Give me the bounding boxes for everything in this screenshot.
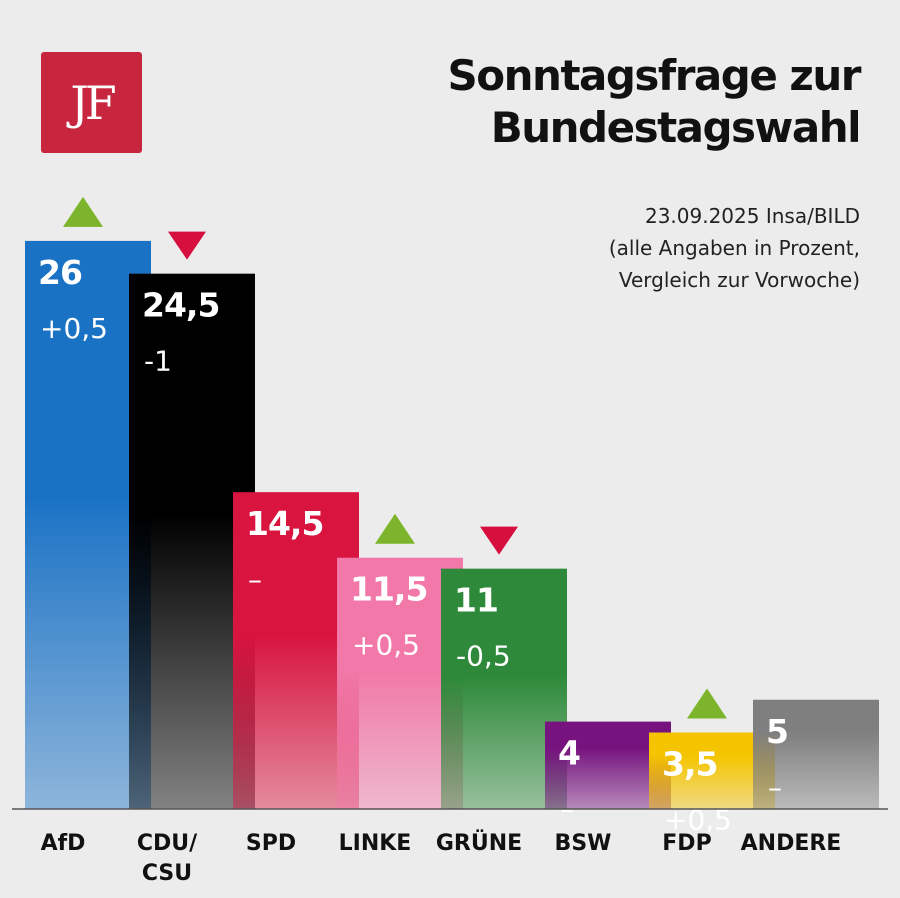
logo-text: JF [70, 75, 116, 130]
value-label-cdu-csu: 24,5 [142, 286, 219, 325]
trend-down-icon-cdu-csu [168, 231, 206, 260]
category-label-afd: AfD [41, 831, 86, 856]
value-label-fdp: 3,5 [662, 745, 717, 784]
change-label-spd: – [248, 563, 262, 596]
trend-up-icon-fdp [687, 688, 727, 719]
category-label-bsw: BSW [555, 831, 612, 856]
trend-down-icon-grüne [480, 526, 518, 555]
subtitle-line-1: 23.09.2025 Insa/BILD [644, 204, 860, 228]
category-label-cdu-csu-line-2: CSU [142, 861, 192, 886]
value-label-afd: 26 [38, 253, 82, 292]
trend-up-icon-afd [63, 196, 103, 227]
value-label-andere: 5 [766, 712, 788, 751]
title-line-2: Bundestagswahl [490, 103, 862, 152]
category-label-cdu-csu-line-1: CDU/ [137, 831, 198, 856]
category-label-fdp: FDP [662, 831, 711, 856]
change-label-cdu-csu: -1 [144, 345, 172, 378]
value-label-bsw: 4 [558, 734, 580, 773]
trend-up-icon-linke [375, 513, 415, 544]
subtitle-line-3: Vergleich zur Vorwoche) [618, 268, 860, 292]
value-label-grüne: 11 [454, 581, 498, 620]
change-label-andere: – [768, 771, 782, 804]
category-label-grüne: GRÜNE [436, 830, 522, 856]
category-label-spd: SPD [246, 831, 296, 856]
category-label-linke: LINKE [339, 831, 412, 856]
jf-logo: JF [41, 52, 142, 153]
change-label-grüne: -0,5 [456, 640, 511, 673]
value-label-spd: 14,5 [246, 504, 323, 543]
change-label-linke: +0,5 [352, 629, 420, 662]
change-label-afd: +0,5 [40, 312, 108, 345]
value-label-linke: 11,5 [350, 570, 427, 609]
category-label-andere: ANDERE [741, 831, 842, 856]
chart-title: Sonntagsfrage zur Bundestagswahl [447, 50, 862, 154]
bar-andere [753, 699, 879, 809]
subtitle-line-2: (alle Angaben in Prozent, [608, 236, 860, 260]
chart-subtitle: 23.09.2025 Insa/BILD (alle Angaben in Pr… [609, 200, 860, 296]
title-line-1: Sonntagsfrage zur [447, 51, 862, 100]
